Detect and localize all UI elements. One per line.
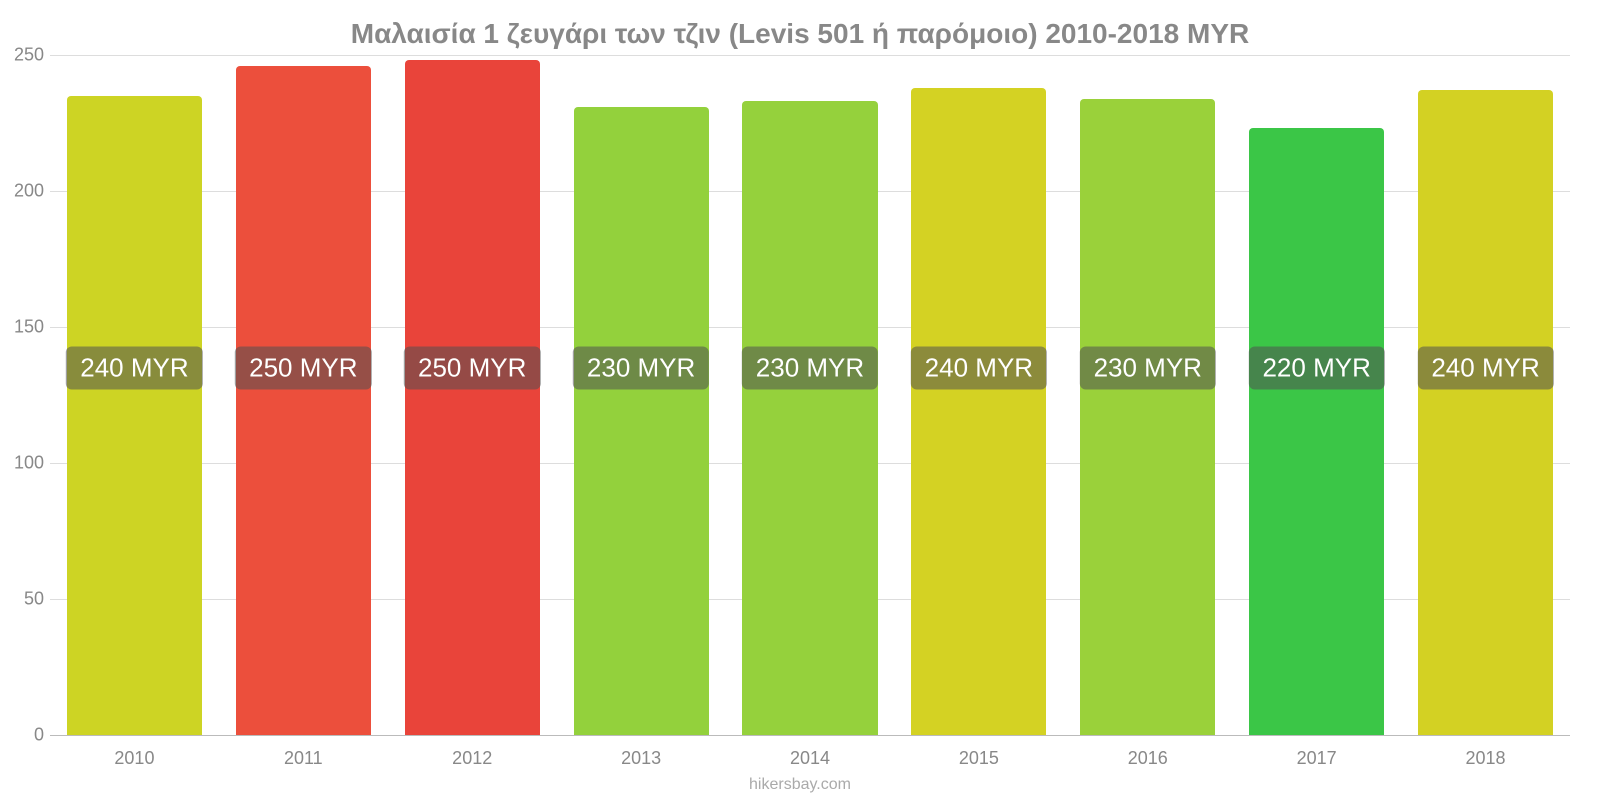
bar-value-badge: 230 MYR	[573, 346, 709, 389]
bar-slot: 230 MYR2013	[557, 55, 726, 735]
bar-slot: 250 MYR2011	[219, 55, 388, 735]
bar	[1080, 99, 1215, 735]
bar	[67, 96, 202, 735]
bar-value-badge: 250 MYR	[404, 346, 540, 389]
x-tick-label: 2016	[1128, 748, 1168, 769]
footer-credit: hikersbay.com	[749, 776, 851, 794]
bar	[574, 107, 709, 735]
bar-value-badge: 230 MYR	[1080, 346, 1216, 389]
bar-slot: 220 MYR2017	[1232, 55, 1401, 735]
bar-slot: 240 MYR2018	[1401, 55, 1570, 735]
y-tick-label: 50	[6, 589, 44, 610]
bar	[405, 60, 540, 735]
bar-value-badge: 240 MYR	[1417, 346, 1553, 389]
bar	[742, 101, 877, 735]
y-tick-label: 100	[6, 453, 44, 474]
plot-area: 050100150200250 240 MYR2010250 MYR201125…	[50, 55, 1570, 735]
y-tick-label: 250	[6, 45, 44, 66]
y-tick-label: 150	[6, 317, 44, 338]
x-tick-label: 2013	[621, 748, 661, 769]
x-tick-label: 2018	[1466, 748, 1506, 769]
y-tick-label: 0	[6, 725, 44, 746]
x-tick-label: 2017	[1297, 748, 1337, 769]
bar-slot: 230 MYR2014	[726, 55, 895, 735]
x-tick-label: 2011	[284, 748, 323, 769]
bar-value-badge: 240 MYR	[911, 346, 1047, 389]
bar-slot: 230 MYR2016	[1063, 55, 1232, 735]
x-tick-label: 2010	[114, 748, 154, 769]
bar	[911, 88, 1046, 735]
x-tick-label: 2012	[452, 748, 492, 769]
bar	[236, 66, 371, 735]
bar	[1249, 128, 1384, 735]
bar-value-badge: 250 MYR	[235, 346, 371, 389]
x-tick-label: 2014	[790, 748, 830, 769]
bar-value-badge: 240 MYR	[66, 346, 202, 389]
bars-area: 240 MYR2010250 MYR2011250 MYR2012230 MYR…	[50, 55, 1570, 735]
bar-slot: 240 MYR2015	[894, 55, 1063, 735]
y-tick-label: 200	[6, 181, 44, 202]
bar-value-badge: 220 MYR	[1248, 346, 1384, 389]
bar-slot: 250 MYR2012	[388, 55, 557, 735]
bar-value-badge: 230 MYR	[742, 346, 878, 389]
chart-title: Μαλαισία 1 ζευγάρι των τζιν (Levis 501 ή…	[0, 0, 1600, 50]
grid-line	[50, 735, 1570, 736]
x-tick-label: 2015	[959, 748, 999, 769]
bar-slot: 240 MYR2010	[50, 55, 219, 735]
bar	[1418, 90, 1553, 735]
bar-chart: Μαλαισία 1 ζευγάρι των τζιν (Levis 501 ή…	[0, 0, 1600, 800]
